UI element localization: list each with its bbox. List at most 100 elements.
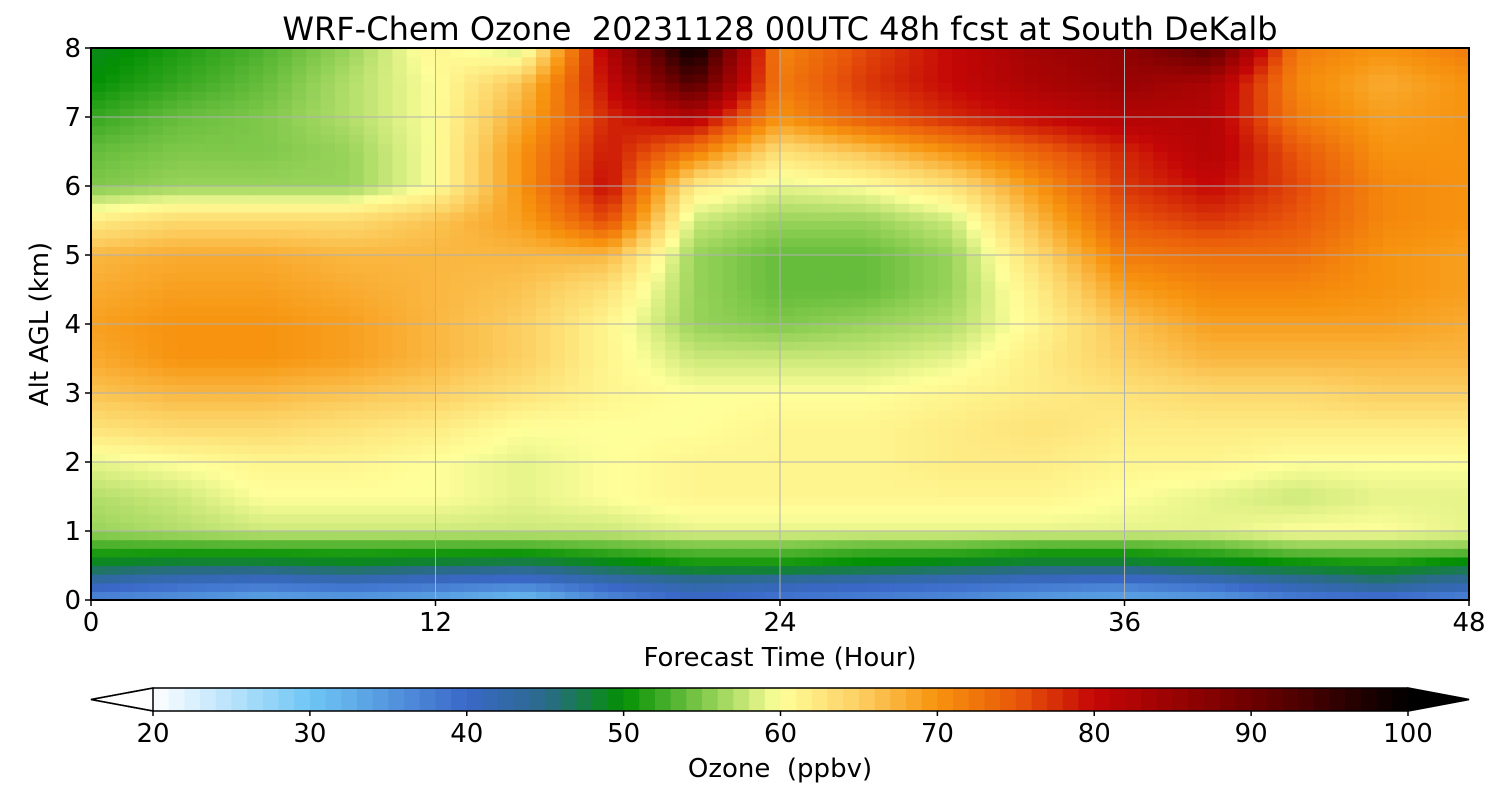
heatmap-cell — [277, 186, 293, 196]
heatmap-cell — [177, 229, 193, 239]
heatmap-cell — [550, 453, 566, 463]
heatmap-cell — [1124, 280, 1140, 291]
heatmap-cell — [622, 582, 638, 592]
heatmap-cell — [708, 375, 724, 385]
heatmap-cell — [1124, 513, 1140, 523]
heatmap-cell — [91, 444, 106, 454]
heatmap-cell — [1138, 427, 1154, 437]
heatmap-cell — [851, 479, 867, 489]
heatmap-cell — [1081, 367, 1097, 377]
heatmap-cell — [636, 220, 652, 230]
heatmap-cell — [492, 255, 508, 265]
heatmap-cell — [722, 436, 738, 446]
heatmap-cell — [220, 324, 236, 334]
heatmap-cell — [1052, 315, 1068, 325]
heatmap-cell — [234, 556, 250, 567]
heatmap-cell — [607, 289, 623, 299]
heatmap-cell — [909, 496, 925, 506]
heatmap-cell — [909, 565, 925, 575]
heatmap-cell — [980, 565, 996, 575]
heatmap-cell — [1153, 531, 1169, 541]
heatmap-cell — [851, 306, 867, 316]
heatmap-cell — [550, 496, 566, 506]
heatmap-cell — [1095, 263, 1111, 273]
heatmap-cell — [248, 289, 264, 299]
heatmap-cell — [248, 556, 264, 567]
heatmap-cell — [277, 384, 293, 394]
heatmap-cell — [464, 410, 480, 420]
heatmap-cell — [220, 582, 236, 592]
heatmap-cell — [1339, 151, 1355, 161]
heatmap-cell — [535, 556, 551, 567]
heatmap-cell — [909, 582, 925, 592]
heatmap-cell — [1095, 194, 1111, 204]
heatmap-cell — [952, 194, 968, 204]
heatmap-cell — [507, 582, 523, 592]
heatmap-cell — [751, 401, 767, 411]
heatmap-cell — [1397, 487, 1413, 498]
heatmap-cell — [1124, 556, 1140, 567]
heatmap-cell — [1052, 280, 1068, 291]
heatmap-cell — [91, 479, 106, 489]
heatmap-cell — [234, 410, 250, 420]
heatmap-cell — [406, 358, 422, 368]
heatmap-cell — [923, 324, 939, 334]
heatmap-cell — [191, 358, 207, 368]
heatmap-cell — [894, 548, 910, 558]
heatmap-cell — [1282, 513, 1298, 523]
heatmap-cell — [335, 470, 350, 480]
heatmap-cell — [823, 298, 839, 308]
heatmap-cell — [1009, 539, 1025, 549]
heatmap-cell — [392, 229, 408, 239]
heatmap-cell — [421, 324, 437, 334]
heatmap-cell — [1411, 160, 1427, 170]
heatmap-cell — [291, 513, 307, 523]
heatmap-cell — [650, 151, 666, 161]
heatmap-cell — [1052, 487, 1068, 498]
heatmap-cell — [1411, 315, 1427, 325]
heatmap-cell — [349, 505, 365, 515]
heatmap-cell — [1282, 203, 1298, 213]
heatmap-cell — [320, 418, 336, 429]
heatmap-cell — [1325, 272, 1341, 282]
heatmap-cell — [693, 332, 709, 342]
heatmap-cell — [335, 479, 350, 489]
heatmap-cell — [1009, 349, 1025, 360]
heatmap-cell — [837, 168, 853, 178]
heatmap-cell — [1153, 436, 1169, 446]
heatmap-cell — [1397, 229, 1413, 239]
heatmap-cell — [1311, 194, 1327, 204]
heatmap-cell — [220, 591, 236, 601]
heatmap-cell — [550, 168, 566, 178]
heatmap-cell — [1397, 246, 1413, 256]
heatmap-cell — [1153, 151, 1169, 161]
heatmap-cell — [1095, 505, 1111, 515]
heatmap-cell — [320, 591, 336, 601]
heatmap-cell — [177, 263, 193, 273]
heatmap-cell — [722, 332, 738, 342]
heatmap-cell — [736, 315, 752, 325]
heatmap-cell — [335, 444, 350, 454]
heatmap-cell — [521, 375, 537, 385]
heatmap-cell — [1210, 470, 1226, 480]
heatmap-cell — [205, 487, 221, 498]
heatmap-cell — [1325, 289, 1341, 299]
heatmap-cell — [1239, 582, 1255, 592]
heatmap-cell — [1368, 332, 1384, 342]
heatmap-cell — [191, 186, 207, 196]
heatmap-cell — [736, 211, 752, 222]
heatmap-cell — [880, 358, 896, 368]
heatmap-cell — [1268, 479, 1283, 489]
heatmap-cell — [1354, 332, 1370, 342]
heatmap-cell — [220, 531, 236, 541]
heatmap-cell — [1354, 263, 1370, 273]
heatmap-cell — [693, 462, 709, 472]
heatmap-cell — [708, 306, 724, 316]
heatmap-cell — [263, 522, 279, 532]
heatmap-cell — [909, 479, 925, 489]
heatmap-cell — [1124, 427, 1140, 437]
heatmap-cell — [880, 418, 896, 429]
heatmap-cell — [349, 574, 365, 584]
heatmap-cell — [636, 186, 652, 196]
heatmap-cell — [550, 393, 566, 403]
